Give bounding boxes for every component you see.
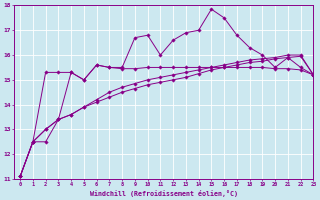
- X-axis label: Windchill (Refroidissement éolien,°C): Windchill (Refroidissement éolien,°C): [90, 190, 237, 197]
